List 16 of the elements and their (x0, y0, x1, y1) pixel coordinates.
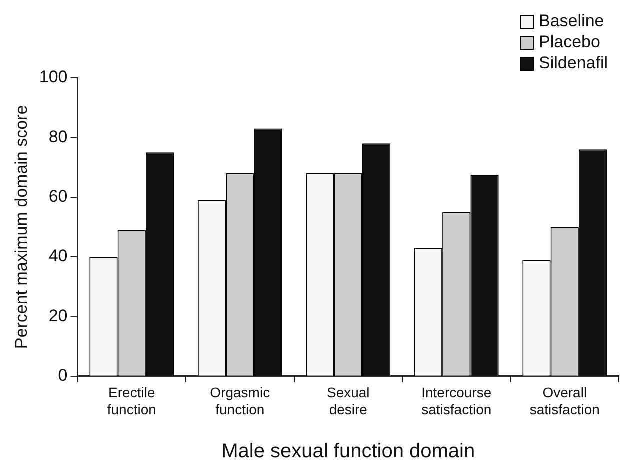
x-axis-title: Male sexual function domain (222, 440, 476, 463)
y-tick-label: 60 (48, 187, 68, 206)
x-tick-label: Overall satisfaction (530, 384, 600, 418)
y-tick-label: 40 (48, 246, 68, 266)
y-tick-label: 0 (58, 366, 68, 386)
y-tick-label: 80 (48, 127, 68, 146)
x-tick-label: Orgasmic function (210, 384, 270, 418)
x-tick-label: Intercourse satisfaction (422, 384, 492, 418)
x-tick-label: Erectile function (107, 384, 156, 418)
y-tick-label: 20 (48, 306, 68, 326)
legend-label: Sildenafil (539, 54, 608, 73)
y-tick-label: 100 (39, 68, 68, 87)
legend-label: Placebo (539, 32, 600, 52)
y-axis-title: Percent maximum domain score (12, 105, 31, 350)
legend-label: Baseline (539, 12, 604, 31)
x-tick-label: Sexual desire (326, 384, 370, 418)
